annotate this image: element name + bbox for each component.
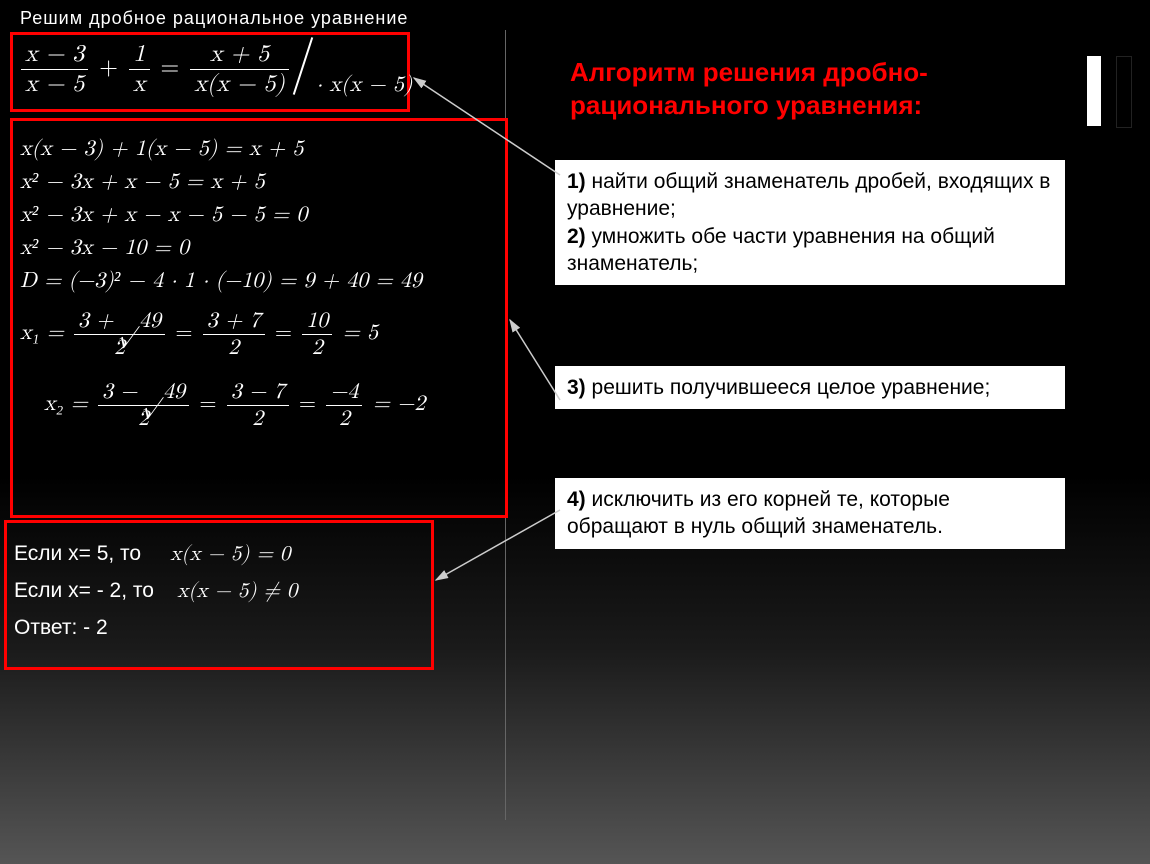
x2-f3-num: −4 xyxy=(326,379,362,405)
x2-lhs: x₂ = xyxy=(44,393,95,415)
equals-sign: = xyxy=(161,56,188,80)
x2-rhs: = −2 xyxy=(373,393,426,415)
accent-bars xyxy=(1087,56,1132,128)
step3-num: 3) xyxy=(567,376,586,399)
eq-line-1: x(x − 3) + 1(x − 5) = x + 5 xyxy=(20,136,425,162)
frac3-num: x + 5 xyxy=(190,40,289,69)
eq-x2: x₂ = 3 − √492 = 3 − 72 = −42 = −2 xyxy=(44,379,425,432)
x2-f3-den: 2 xyxy=(326,405,362,432)
x2-f1-num: 3 − √49 xyxy=(98,379,189,405)
step2-text: умножить обе части уравнения на общий зн… xyxy=(567,225,995,275)
slide-title: Решим дробное рациональное уравнение xyxy=(20,8,408,29)
frac1-den: x − 5 xyxy=(21,69,88,99)
step3-text: решить получившееся целое уравнение; xyxy=(586,376,991,399)
x1-f3-num: 10 xyxy=(302,308,332,334)
eq-line-4: x² − 3x − 10 = 0 xyxy=(20,234,425,261)
check-line-1: Если x= 5, то x(x − 5) = 0 xyxy=(14,542,297,567)
eq-line-5: D = (−3)² − 4 · 1 · (−10) = 9 + 40 = 49 xyxy=(20,267,425,294)
frac3-den: x(x − 5) xyxy=(190,69,289,99)
mult-tail: · x(x − 5) xyxy=(316,72,413,98)
x2-f1-den: 2 xyxy=(98,405,189,432)
plus-sign: + xyxy=(99,56,126,80)
check2-expr: x(x − 5) ≠ 0 xyxy=(177,581,297,602)
x1-f1-den: 2 xyxy=(74,334,165,361)
step-box-1-2: 1) найти общий знаменатель дробей, входя… xyxy=(555,160,1065,285)
x1-rhs: = 5 xyxy=(343,322,378,344)
x1-f3-den: 2 xyxy=(302,334,332,361)
x1-lhs: x₁ = xyxy=(20,322,71,344)
frac2-den: x xyxy=(129,69,150,99)
check-line-2: Если x= - 2, то x(x − 5) ≠ 0 xyxy=(14,579,297,604)
check-section: Если x= 5, то x(x − 5) = 0 Если x= - 2, … xyxy=(14,530,297,652)
answer-line: Ответ: - 2 xyxy=(14,616,297,640)
algorithm-heading: Алгоритм решения дробно-рационального ур… xyxy=(570,56,1030,121)
step1-text: найти общий знаменатель дробей, входящих… xyxy=(567,170,1050,220)
equation-1: x − 3 x − 5 + 1 x = x + 5 x(x − 5) xyxy=(18,40,292,99)
frac2-num: 1 xyxy=(129,40,150,69)
step4-num: 4) xyxy=(567,488,586,511)
check1-label: Если x= 5, то xyxy=(14,542,141,565)
step2-num: 2) xyxy=(567,225,586,248)
x1-f2-den: 2 xyxy=(203,334,265,361)
frac1-num: x − 3 xyxy=(21,40,88,69)
step1-num: 1) xyxy=(567,170,586,193)
x1-f1-num: 3 + √49 xyxy=(74,308,165,334)
x2-f2-num: 3 − 7 xyxy=(227,379,289,405)
step4-text: исключить из его корней те, которые обра… xyxy=(567,488,950,538)
eq-x1: x₁ = 3 + √492 = 3 + 72 = 102 = 5 xyxy=(20,308,425,361)
check1-expr: x(x − 5) = 0 xyxy=(170,544,290,565)
equation-steps: x(x − 3) + 1(x − 5) = x + 5 x² − 3x + x … xyxy=(20,130,425,438)
step-box-3: 3) решить получившееся целое уравнение; xyxy=(555,366,1065,409)
check2-label: Если x= - 2, то xyxy=(14,579,154,602)
step-box-4: 4) исключить из его корней те, которые о… xyxy=(555,478,1065,549)
eq-line-3: x² − 3x + x − x − 5 − 5 = 0 xyxy=(20,201,425,228)
eq-line-2: x² − 3x + x − 5 = x + 5 xyxy=(20,168,425,195)
x1-f2-num: 3 + 7 xyxy=(203,308,265,334)
x2-f2-den: 2 xyxy=(227,405,289,432)
